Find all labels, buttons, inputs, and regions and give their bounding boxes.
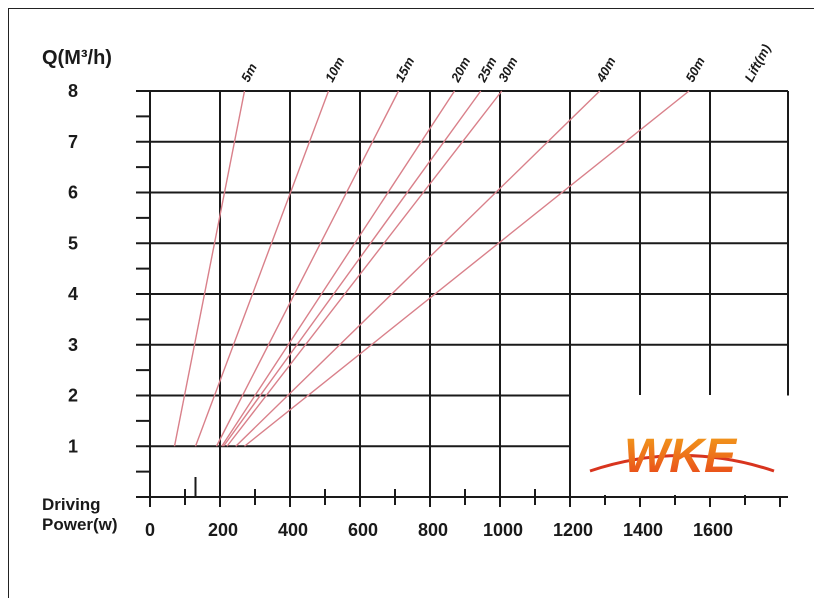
logo-text: WKE	[624, 430, 738, 483]
x-tick-label-1200: 1200	[553, 520, 593, 540]
logo-background	[576, 395, 786, 495]
lift-curve-10m	[194, 90, 330, 447]
x-tick-label-200: 200	[208, 520, 238, 540]
x-axis-title-line2: Power(w)	[42, 515, 118, 534]
lift-curves	[173, 90, 690, 447]
curve-label-5m: 5m	[238, 60, 260, 84]
y-tick-label-1: 1	[68, 436, 78, 456]
lift-curve-40m	[235, 90, 601, 447]
y-tick-label-2: 2	[68, 386, 78, 406]
y-tick-label-6: 6	[68, 183, 78, 203]
grid	[136, 90, 789, 507]
x-tick-label-1400: 1400	[623, 520, 663, 540]
x-tick-label-0: 0	[145, 520, 155, 540]
lift-curve-50m	[244, 90, 690, 447]
lift-curve-20m	[221, 90, 456, 447]
x-tick-label-1600: 1600	[693, 520, 733, 540]
curve-label-15m: 15m	[392, 54, 418, 84]
lift-curve-30m	[226, 90, 503, 447]
x-tick-label-600: 600	[348, 520, 378, 540]
chart-frame	[8, 8, 814, 598]
curve-label-20m: 20m	[447, 54, 473, 85]
logo-arc	[589, 454, 775, 473]
curve-label-25m: 25m	[474, 54, 500, 85]
y-tick-label-8: 8	[68, 81, 78, 101]
x-axis-title-line1: Driving	[42, 495, 101, 514]
y-tick-label-7: 7	[68, 132, 78, 152]
lift-curve-15m	[215, 90, 400, 447]
wke-logo: WKE	[576, 395, 786, 495]
lift-curve-5m	[173, 90, 246, 447]
lift-curve-25m	[222, 90, 482, 447]
x-tick-label-800: 800	[418, 520, 448, 540]
y-axis-title: Q(M³/h)	[42, 47, 112, 69]
y-tick-label-4: 4	[68, 284, 78, 304]
curve-label-50m: 50m	[682, 54, 708, 84]
curve-label-40m: 40m	[593, 54, 619, 85]
lift-axis-label: Lift(m)	[741, 42, 773, 85]
x-tick-label-1000: 1000	[483, 520, 523, 540]
y-tick-label-5: 5	[68, 233, 78, 253]
y-tick-label-3: 3	[68, 335, 78, 355]
x-tick-label-400: 400	[278, 520, 308, 540]
curve-label-10m: 10m	[322, 54, 348, 84]
curve-label-30m: 30m	[495, 54, 521, 84]
